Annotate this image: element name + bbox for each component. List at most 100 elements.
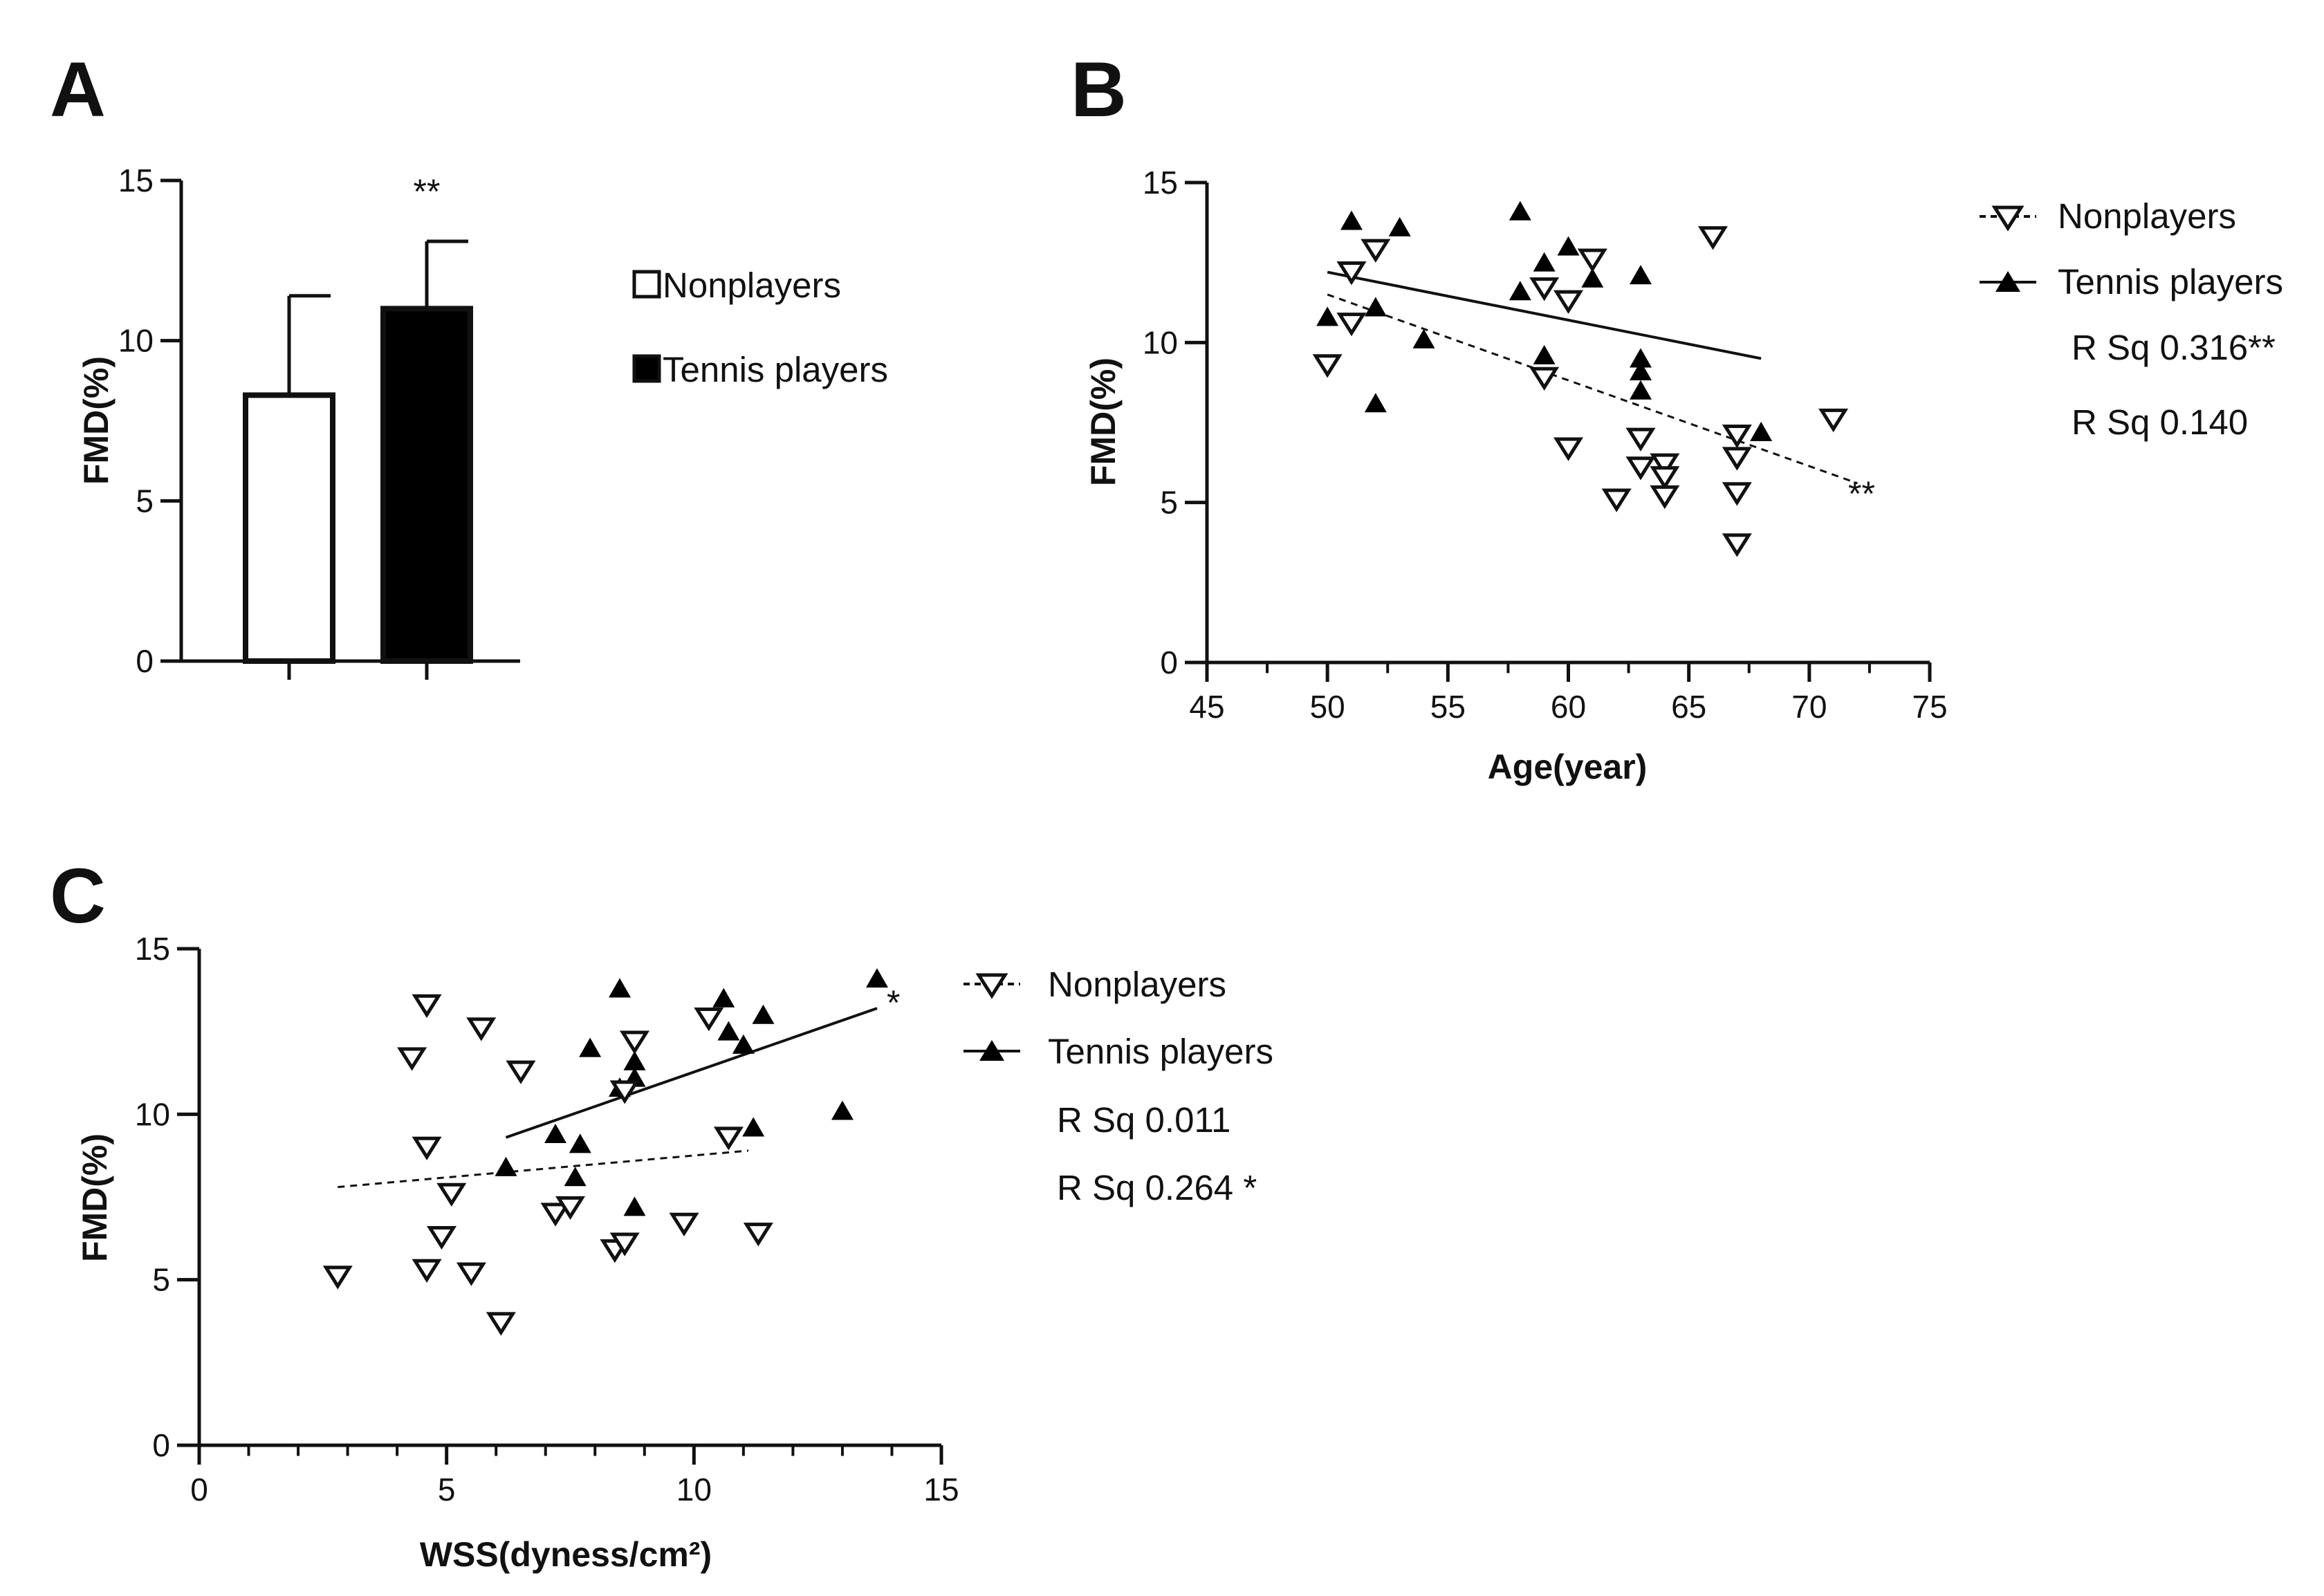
point-tennis-players [1364,297,1387,317]
panel-letter-c: C [50,853,106,939]
point-tennis-players [1364,393,1387,413]
bar-tennis-players [380,306,473,664]
y-tick-label: 15 [1143,165,1178,201]
panel-a-x-ticks [287,661,429,680]
x-tick-label: 65 [1671,689,1706,725]
panel-c-axes [197,949,941,1447]
legend-label-tennis-players: Tennis players [1048,1032,1273,1071]
point-nonplayers [1529,277,1560,301]
bar-significance-mark: ** [414,172,441,211]
point-tennis-players [1750,421,1773,441]
point-nonplayers [555,1196,586,1221]
r-sq-nonplayers: R Sq 0.316** [2072,328,2276,367]
point-tennis-players [544,1124,567,1144]
y-tick-label: 0 [136,643,154,679]
point-tennis-players [1581,268,1604,288]
panel-b-x-ticks: 45 50 55 60 65 70 75 [1189,662,1948,725]
point-nonplayers [1650,453,1680,477]
panel-a-y-axis-label: FMD(%) [77,356,116,485]
legend-label-tennis-players: Tennis players [2058,262,2283,301]
point-tennis-players [1509,201,1531,221]
x-tick-label: 60 [1551,689,1586,725]
point-nonplayers [743,1223,773,1247]
fit-line-tennis-players [505,1007,878,1139]
legend-label-nonplayers: Nonplayers [663,266,841,305]
y-tick-label: 5 [1160,485,1178,521]
panel-b-y-ticks: 0 5 10 15 [1143,165,1207,680]
point-nonplayers [1336,313,1367,337]
r-sq-nonplayers: R Sq 0.011 [1057,1100,1230,1140]
y-tick-label: 0 [1160,644,1178,680]
point-tennis-players [1557,236,1580,256]
point-tennis-players [1533,344,1556,364]
point-tennis-players [1630,380,1652,400]
panel-a-legend: Nonplayers Tennis players [632,266,888,389]
point-nonplayers [322,1265,353,1290]
point-tennis-players [623,1196,646,1216]
panel-b-y-axis-label: FMD(%) [1084,358,1123,486]
point-nonplayers [1722,447,1752,471]
panel-c-y-ticks: 0 5 10 15 [135,931,199,1463]
panel-a-bar-chart: A 0 5 10 15 FMD(%) ** Nonplayers Tennis pla… [50,46,888,680]
point-nonplayers [609,1232,640,1256]
legend-swatch-tennis-players [632,354,661,383]
x-tick-label: 5 [438,1472,456,1507]
point-tennis-players [866,968,889,988]
panel-c-points [322,968,889,1336]
point-nonplayers [1722,533,1752,557]
point-nonplayers [1553,437,1584,461]
point-nonplayers [1818,408,1849,433]
panel-c-fit-lines [338,1007,878,1189]
r-sq-tennis-players: R Sq 0.140 [2072,402,2248,442]
bar-nonplayers [243,392,335,665]
panel-b-x-axis-label: Age(year) [1488,748,1648,786]
x-tick-label: 70 [1791,689,1827,725]
panel-b-fit-lines [1327,270,1859,485]
y-tick-label: 15 [118,163,154,198]
panel-c-x-ticks: 0 5 10 15 [190,1445,959,1507]
y-tick-label: 10 [1143,324,1178,360]
point-nonplayers [1650,485,1680,510]
triangle-down-open-icon [975,973,1008,999]
triangle-up-filled-icon [1995,271,2020,292]
point-tennis-players [1412,328,1435,349]
point-nonplayers [609,1080,640,1104]
x-tick-label: 75 [1912,689,1947,725]
point-tennis-players [742,1117,765,1137]
point-nonplayers [436,1182,467,1207]
point-tennis-players [623,1050,646,1070]
y-tick-label: 0 [152,1427,170,1463]
y-tick-label: 10 [135,1096,170,1132]
point-nonplayers [466,1017,497,1041]
panel-letter-a: A [50,46,106,133]
point-tennis-players [1630,348,1652,368]
point-nonplayers [619,1030,650,1055]
point-tennis-players [495,1156,517,1176]
triangle-down-open-icon [1991,205,2025,232]
point-tennis-players [609,978,631,998]
point-nonplayers [412,994,442,1019]
point-tennis-players [712,987,735,1008]
point-nonplayers [694,1008,724,1032]
x-tick-label: 15 [923,1472,959,1507]
panel-b-significance-mark: ** [1848,474,1875,513]
x-tick-label: 55 [1430,689,1466,725]
point-nonplayers [1601,488,1632,512]
x-tick-label: 10 [676,1472,712,1507]
point-nonplayers [1650,466,1680,490]
point-nonplayers [540,1203,571,1227]
point-nonplayers [1625,427,1656,452]
panel-b-legend: Nonplayers Tennis players R Sq 0.316** R… [1980,196,2283,442]
panel-b-scatter-chart: B 0 5 10 15 45 50 55 60 65 70 75 FMD(%) Age(year)… [1071,46,2283,786]
panel-c-scatter-chart: C 0 5 10 15 0 5 10 15 FMD(%) WSS(dyness/cm²) *… [50,853,1273,1574]
point-tennis-players [1388,216,1411,236]
point-tennis-players [1533,252,1556,272]
point-nonplayers [1577,248,1607,272]
point-nonplayers [1625,456,1656,481]
point-tennis-players [717,1021,740,1041]
r-sq-tennis-players: R Sq 0.264 * [1057,1168,1257,1207]
point-tennis-players [1340,210,1363,230]
point-tennis-players [1630,265,1652,285]
point-nonplayers [1722,425,1752,449]
point-nonplayers [1529,366,1560,391]
